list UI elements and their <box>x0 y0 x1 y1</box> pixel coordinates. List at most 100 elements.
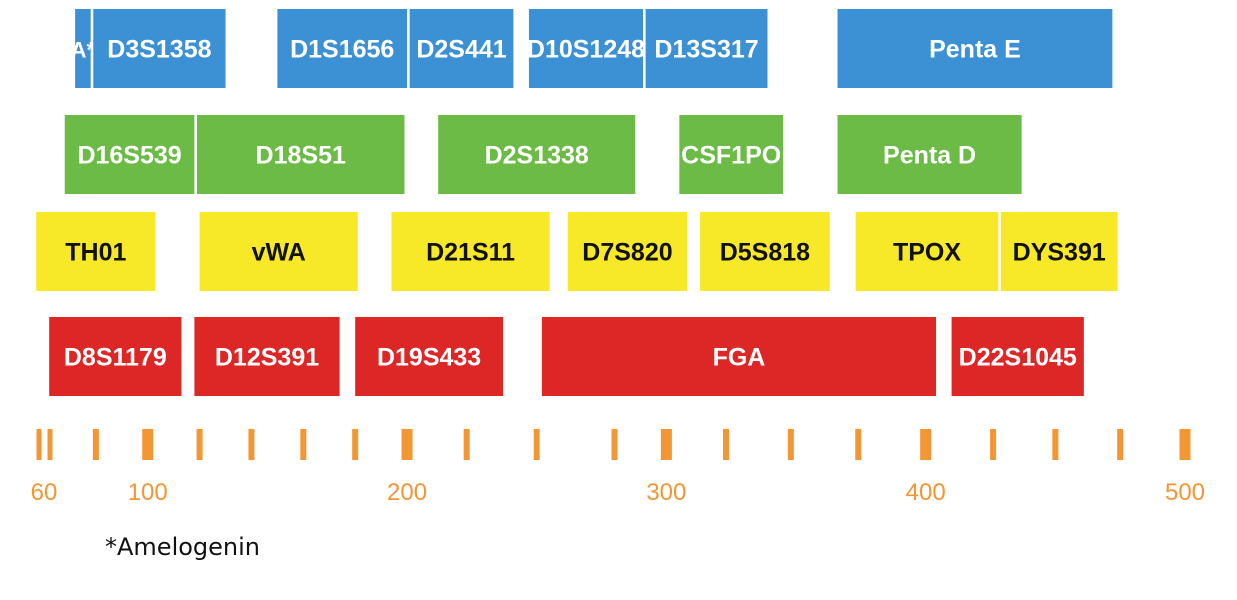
marker-label: D12S391 <box>215 344 319 372</box>
marker-bar <box>194 317 340 396</box>
scale-tick <box>990 429 997 460</box>
scale-label: 100 <box>128 479 168 506</box>
marker-bar <box>567 212 688 291</box>
marker-vwa: vWA <box>199 212 358 291</box>
scale-tick <box>1117 429 1124 460</box>
scale-tick <box>142 429 154 460</box>
marker-bar <box>93 9 226 88</box>
marker-bar <box>49 317 182 396</box>
scale-tick <box>787 429 794 460</box>
scale-tick <box>660 429 672 460</box>
scale-label: 500 <box>1165 479 1205 506</box>
marker-label: D13S317 <box>654 36 758 64</box>
marker-d19s433: D19S433 <box>355 317 503 396</box>
scale-tick <box>47 429 53 460</box>
scale-tick <box>723 429 730 460</box>
scale-tick <box>1179 429 1191 460</box>
marker-label: D19S433 <box>377 344 481 372</box>
marker-bar <box>75 9 91 88</box>
scale-tick <box>92 429 99 460</box>
marker-bar <box>64 115 195 194</box>
marker-label: CSF1PO <box>681 142 781 170</box>
marker-bar <box>36 212 156 291</box>
scale-tick <box>463 429 470 460</box>
marker-bar <box>700 212 830 291</box>
marker-fga: FGA <box>541 317 937 396</box>
marker-penta-d: Penta D <box>837 115 1022 194</box>
marker-csf1po: CSF1PO <box>679 115 784 194</box>
marker-d3s1358: D3S1358 <box>93 9 226 88</box>
marker-d21s11: D21S11 <box>391 212 550 291</box>
dye-row-blue: A* D3S1358 D1S1656 D2S441 D10S1248 D13S317 Pen… <box>71 9 1113 88</box>
marker-label: A* <box>71 38 96 63</box>
marker-d1s1656: D1S1656 <box>277 9 408 88</box>
dye-row-green: D16S539 D18S51 D2S1338 CSF1PO Penta D <box>64 115 1022 194</box>
marker-label: D2S1338 <box>485 142 589 170</box>
marker-dys391: DYS391 <box>1000 212 1118 291</box>
marker-d10s1248: D10S1248 <box>527 9 645 88</box>
marker-d8s1179: D8S1179 <box>49 317 182 396</box>
marker-bar <box>837 115 1022 194</box>
marker-d18s51: D18S51 <box>196 115 405 194</box>
marker-label: D16S539 <box>77 142 181 170</box>
marker-label: TPOX <box>893 239 961 267</box>
marker-bar <box>951 317 1084 396</box>
dye-row-red: D8S1179 D12S391 D19S433 FGA D22S1045 <box>49 317 1084 396</box>
marker-label: D18S51 <box>256 142 346 170</box>
scale-tick <box>36 429 42 460</box>
scale-tick <box>196 429 203 460</box>
size-scale: 60 100 200 300 400 500 <box>31 429 1205 506</box>
marker-d13s317: D13S317 <box>645 9 768 88</box>
marker-bar <box>277 9 408 88</box>
scale-label: 60 <box>31 479 58 506</box>
scale-label: 200 <box>387 479 427 506</box>
scale-tick <box>855 429 862 460</box>
scale-tick <box>611 429 618 460</box>
marker-bar <box>409 9 514 88</box>
marker-label: Penta D <box>883 142 976 170</box>
marker-label: DYS391 <box>1013 239 1106 267</box>
scale-tick <box>248 429 255 460</box>
marker-label: D1S1656 <box>290 36 394 64</box>
marker-d7s820: D7S820 <box>567 212 688 291</box>
marker-d12s391: D12S391 <box>194 317 340 396</box>
marker-bar <box>837 9 1113 88</box>
marker-label: vWA <box>252 239 306 267</box>
marker-label: D10S1248 <box>527 36 645 64</box>
marker-d22s1045: D22S1045 <box>951 317 1084 396</box>
marker-bar <box>1000 212 1118 291</box>
marker-d5s818: D5S818 <box>700 212 830 291</box>
marker-label: FGA <box>713 344 766 372</box>
marker-label: TH01 <box>65 239 126 267</box>
marker-bar <box>438 115 636 194</box>
marker-d2s1338: D2S1338 <box>438 115 636 194</box>
marker-tpox: TPOX <box>855 212 999 291</box>
scale-tick <box>533 429 540 460</box>
scale-label: 400 <box>906 479 946 506</box>
marker-label: D7S820 <box>582 239 672 267</box>
marker-bar <box>528 9 644 88</box>
marker-bar <box>645 9 768 88</box>
marker-d16s539: D16S539 <box>64 115 195 194</box>
marker-label: D22S1045 <box>959 344 1077 372</box>
marker-bar <box>541 317 937 396</box>
marker-penta-e: Penta E <box>837 9 1113 88</box>
scale-tick <box>300 429 307 460</box>
marker-amelogenin: A* <box>71 9 96 88</box>
marker-label: D3S1358 <box>107 36 211 64</box>
scale-tick <box>401 429 413 460</box>
marker-label: D21S11 <box>426 239 515 267</box>
marker-label: Penta E <box>929 36 1021 64</box>
scale-tick <box>920 429 932 460</box>
marker-bar <box>391 212 550 291</box>
marker-bar <box>199 212 358 291</box>
scale-tick <box>1052 429 1059 460</box>
marker-bar <box>679 115 784 194</box>
marker-bar <box>355 317 503 396</box>
marker-d2s441: D2S441 <box>409 9 514 88</box>
marker-label: D5S818 <box>720 239 810 267</box>
marker-label: D2S441 <box>416 36 506 64</box>
marker-th01: TH01 <box>36 212 156 291</box>
marker-bar <box>196 115 405 194</box>
